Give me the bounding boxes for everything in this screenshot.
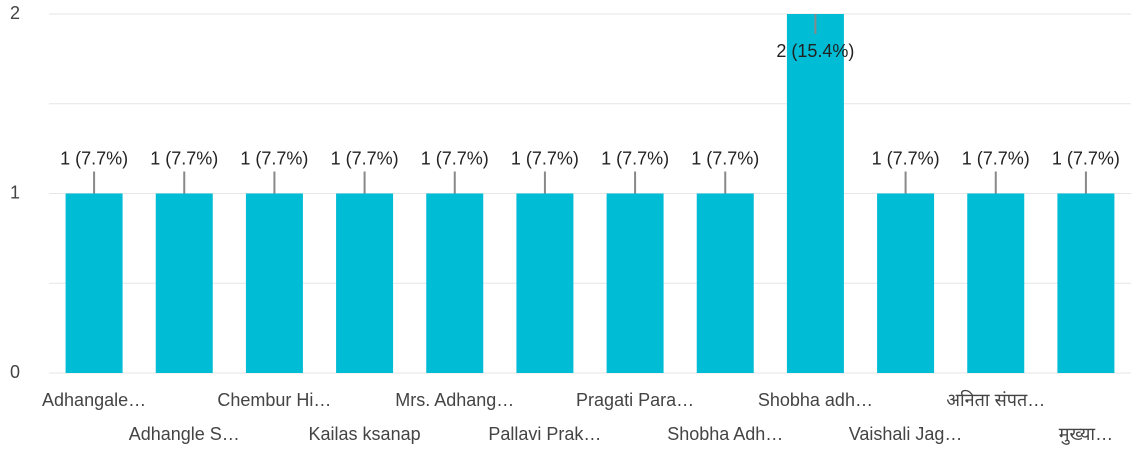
data-label: 1 (7.7%): [331, 148, 399, 168]
y-tick-label: 0: [10, 362, 20, 382]
x-tick-label: Adhangle S…: [129, 424, 240, 444]
bar: [426, 193, 484, 373]
bar: [967, 193, 1025, 373]
bar: [65, 193, 123, 373]
y-tick-label: 1: [10, 182, 20, 202]
x-tick-label: Chembur Hi…: [217, 390, 331, 410]
data-label: 1 (7.7%): [60, 148, 128, 168]
bar: [696, 193, 754, 373]
x-tick-label: Pallavi Prak…: [488, 424, 601, 444]
x-tick-label: अनिता संपत…: [946, 389, 1045, 410]
x-tick-label: Shobha Adh…: [667, 424, 783, 444]
data-label: 2 (15.4%): [776, 41, 854, 61]
bar: [877, 193, 935, 373]
data-label: 1 (7.7%): [962, 148, 1030, 168]
data-label: 1 (7.7%): [421, 148, 489, 168]
data-label: 1 (7.7%): [240, 148, 308, 168]
x-tick-label: मुख्या…: [1059, 424, 1113, 445]
bar: [336, 193, 394, 373]
data-label: 1 (7.7%): [691, 148, 759, 168]
data-label: 1 (7.7%): [150, 148, 218, 168]
x-tick-label: Mrs. Adhang…: [395, 390, 514, 410]
bar: [786, 14, 844, 373]
x-tick-label: Shobha adh…: [758, 390, 873, 410]
bar: [245, 193, 303, 373]
x-tick-label: Vaishali Jag…: [849, 424, 963, 444]
bar: [1057, 193, 1115, 373]
x-tick-label: Adhangale…: [42, 390, 146, 410]
bar: [155, 193, 213, 373]
x-tick-label: Pragati Para…: [576, 390, 694, 410]
data-label: 1 (7.7%): [1052, 148, 1120, 168]
x-tick-label: Kailas ksanap: [309, 424, 421, 444]
bar: [606, 193, 664, 373]
bar: [516, 193, 574, 373]
y-tick-label: 2: [10, 3, 20, 23]
data-label: 1 (7.7%): [872, 148, 940, 168]
data-label: 1 (7.7%): [511, 148, 579, 168]
data-label: 1 (7.7%): [601, 148, 669, 168]
